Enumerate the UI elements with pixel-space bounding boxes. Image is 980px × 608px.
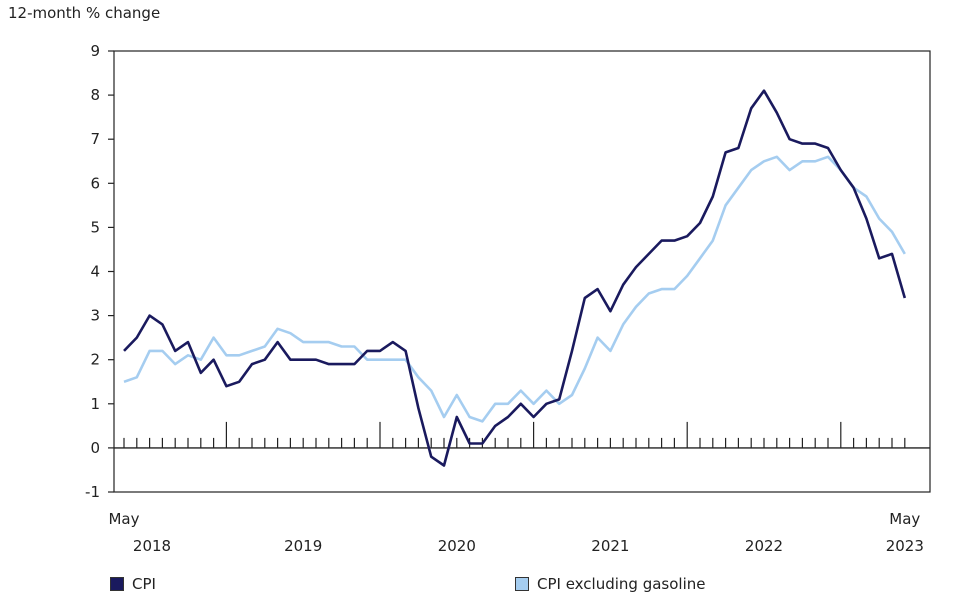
- series-line-cpi: [123, 89, 907, 467]
- legend-swatch-cpi: [110, 577, 124, 591]
- y-axis-title: 12-month % change: [8, 4, 161, 22]
- y-tick-label: 8: [90, 86, 100, 104]
- y-tick-label: 0: [90, 439, 100, 457]
- y-tick-label: 3: [90, 307, 100, 325]
- x-start-month-label: May: [108, 510, 139, 528]
- line-chart: 9 8 7 6 5 4 3 2 1 0 -1 May May 2018 2019 2020 2021 2022 20…: [85, 42, 931, 555]
- x-year-label: 2022: [745, 537, 783, 555]
- series-line-cpi-excluding-gasoline: [123, 155, 906, 423]
- x-year-label: 2021: [591, 537, 629, 555]
- y-tick-label: 1: [90, 395, 100, 413]
- x-year-label: 2019: [284, 537, 322, 555]
- legend-label-cpi-excluding-gasoline: CPI excluding gasoline: [537, 575, 706, 593]
- legend-item-cpi-excluding-gasoline: CPI excluding gasoline: [515, 575, 705, 593]
- legend-item-cpi: CPI: [110, 575, 156, 593]
- y-tick-label: 7: [90, 130, 100, 148]
- legend-label-cpi: CPI: [132, 575, 156, 593]
- x-year-label: 2018: [133, 537, 171, 555]
- plot-frame: [113, 50, 931, 493]
- y-tick-label: 4: [90, 263, 100, 281]
- y-tick-label: 6: [90, 174, 100, 192]
- x-year-label: 2023: [886, 537, 924, 555]
- y-tick-label: 2: [90, 351, 100, 369]
- y-tick-label: 9: [90, 42, 100, 60]
- y-tick-label: 5: [90, 218, 100, 236]
- legend-swatch-cpi-excluding-gasoline: [515, 577, 529, 591]
- y-tick-label: -1: [85, 483, 100, 501]
- x-year-label: 2020: [438, 537, 476, 555]
- x-end-month-label: May: [889, 510, 920, 528]
